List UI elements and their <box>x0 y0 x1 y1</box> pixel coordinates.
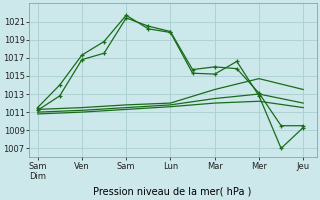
X-axis label: Pression niveau de la mer( hPa ): Pression niveau de la mer( hPa ) <box>93 187 252 197</box>
